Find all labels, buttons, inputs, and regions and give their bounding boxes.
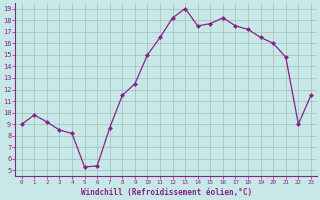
X-axis label: Windchill (Refroidissement éolien,°C): Windchill (Refroidissement éolien,°C) xyxy=(81,188,252,197)
